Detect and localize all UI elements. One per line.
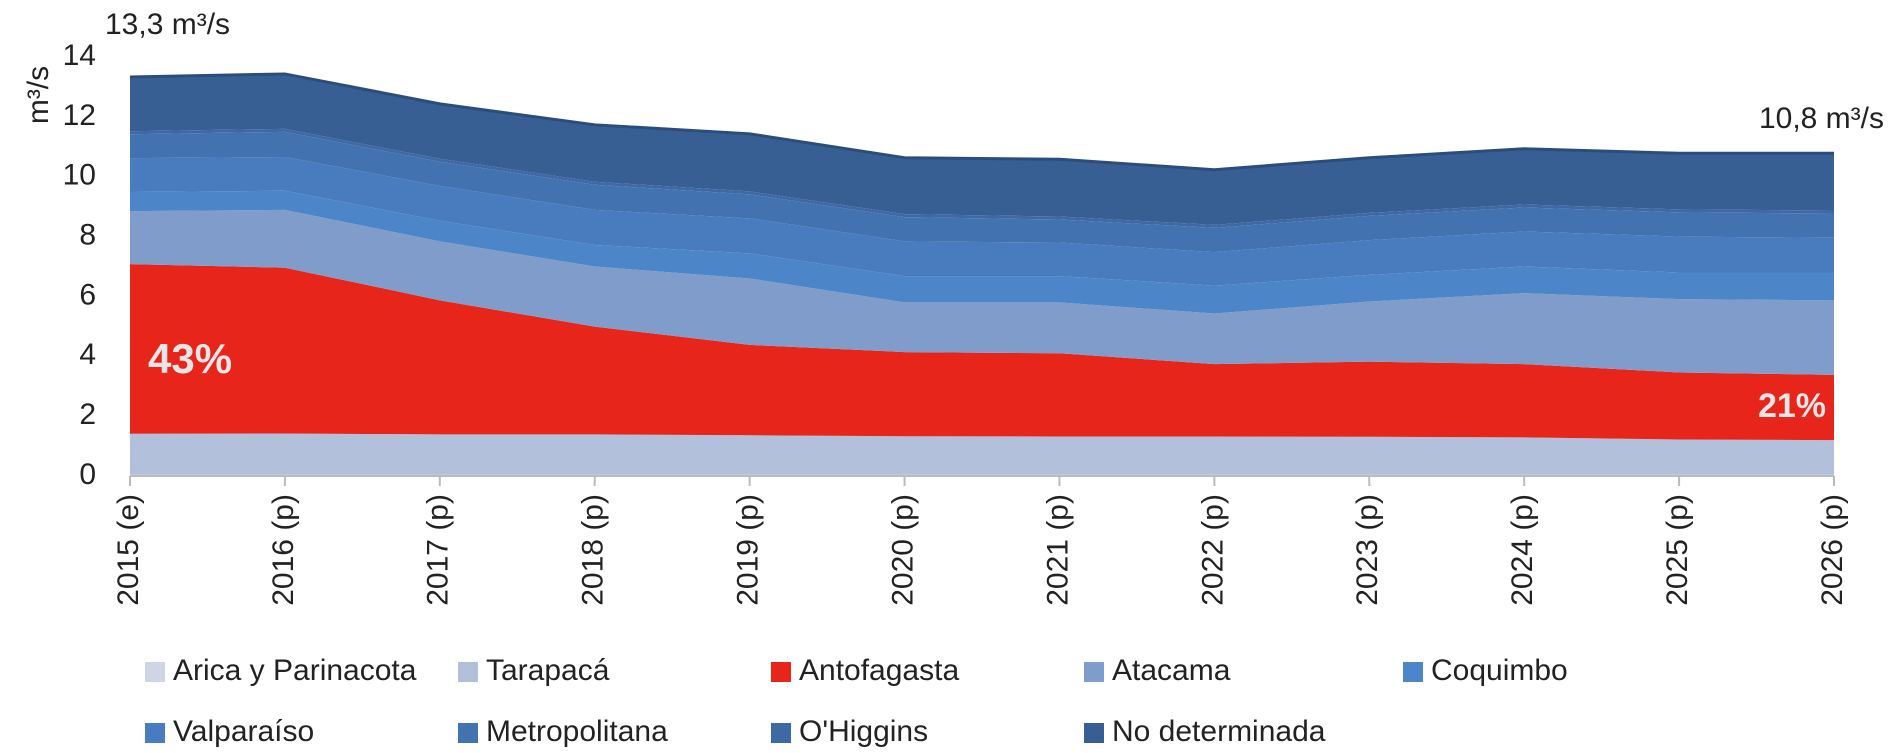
legend-swatch [458,723,478,743]
annotation: 13,3 m³/s [105,8,230,41]
annotation: 43% [148,335,232,382]
x-tick-label: 2025 (p) [1661,494,1694,606]
legend-label: O'Higgins [799,715,928,748]
legend-swatch [1084,723,1104,743]
x-tick-label: 2019 (p) [732,494,765,606]
legend-swatch [145,662,165,682]
area [130,209,1834,375]
area [130,74,1834,225]
legend-label: Antofagasta [799,654,959,687]
top-edge [129,72,1834,172]
x-tick-label: 2023 (p) [1351,494,1384,606]
annotation: 10,8 m³/s [1759,102,1884,135]
y-axis-label: m³/s [22,66,55,124]
legend-label: Atacama [1112,654,1231,687]
legend-swatch [1084,662,1104,682]
legend-label: Valparaíso [173,715,314,748]
legend-swatch [771,723,791,743]
area [130,264,1834,441]
y-tick-label: 10 [63,159,96,192]
x-tick-label: 2022 (p) [1196,494,1229,606]
x-tick-label: 2020 (p) [886,494,919,606]
legend-swatch [771,662,791,682]
legend-label: Coquimbo [1431,654,1568,687]
y-tick-label: 0 [79,458,96,491]
legend-swatch [458,662,478,682]
y-tick-label: 8 [79,218,96,251]
legend-label: Tarapacá [486,654,610,687]
x-tick-label: 2017 (p) [422,494,455,606]
y-tick-label: 6 [79,278,96,311]
x-tick-label: 2024 (p) [1506,494,1539,606]
y-tick-label: 4 [79,338,96,371]
x-tick-label: 2021 (p) [1041,494,1074,606]
legend-swatch [145,723,165,743]
y-tick-label: 12 [63,99,96,132]
area [130,131,1834,253]
y-tick-label: 14 [63,39,96,72]
area [130,433,1834,475]
x-tick-label: 2018 (p) [577,494,610,606]
legend-label: Metropolitana [486,715,668,748]
x-tick-label: 2026 (p) [1816,494,1849,606]
y-tick-label: 2 [79,398,96,431]
area [130,190,1834,314]
annotation: 21% [1758,387,1826,425]
x-tick-label: 2016 (p) [267,494,300,606]
legend-swatch [1403,662,1423,682]
area [130,156,1834,286]
legend-label: No determinada [1112,715,1326,748]
legend-label: Arica y Parinacota [173,654,417,687]
x-tick-label: 2015 (e) [112,494,145,606]
